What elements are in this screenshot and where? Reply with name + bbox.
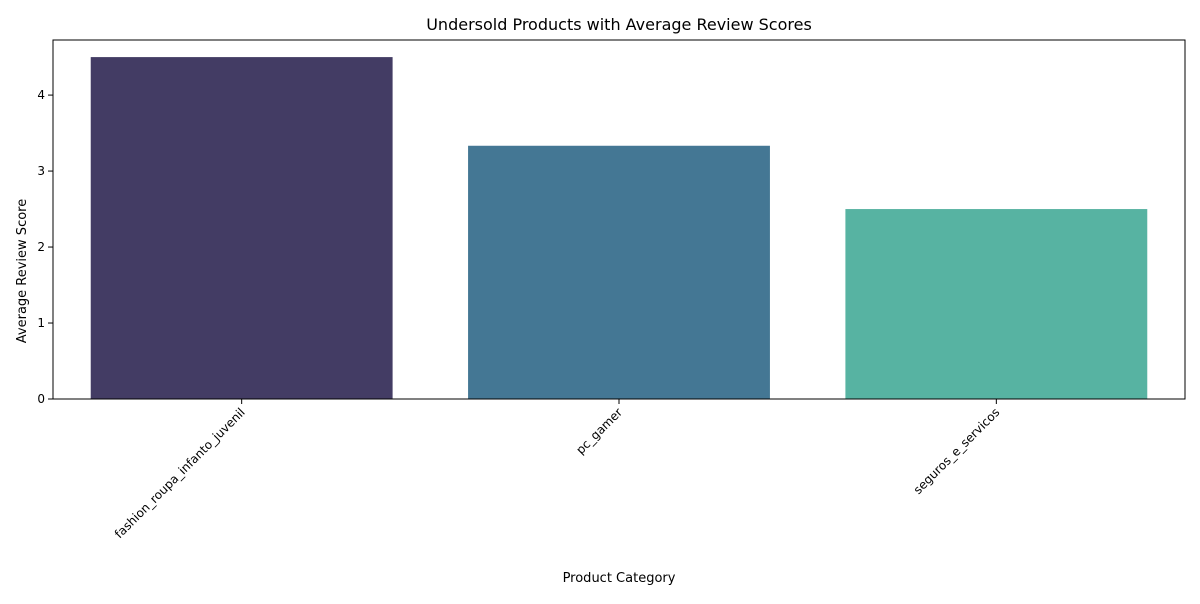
y-tick-label: 1 xyxy=(37,316,45,330)
y-tick-label: 4 xyxy=(37,88,45,102)
bars-group xyxy=(90,57,1148,399)
x-tick-label: seguros_e_servicos xyxy=(911,405,1003,497)
x-axis-ticks: fashion_roupa_infanto_juvenil pc_gamer seg… xyxy=(112,399,1003,541)
x-tick-label: pc_gamer xyxy=(573,405,625,457)
y-axis-ticks: 0 1 2 3 4 xyxy=(37,88,53,406)
plot-frame xyxy=(52,39,1186,400)
x-axis-label: Product Category xyxy=(563,571,676,586)
chart-title: Undersold Products with Average Review S… xyxy=(426,15,812,34)
bar-fashion_roupa_infanto_juvenil xyxy=(90,57,393,399)
y-tick-label: 0 xyxy=(37,392,45,406)
bar-seguros_e_servicos xyxy=(845,209,1148,399)
y-tick-label: 3 xyxy=(37,164,45,178)
y-tick-label: 2 xyxy=(37,240,45,254)
bar-pc_gamer xyxy=(468,145,770,399)
y-axis-label: Average Review Score xyxy=(15,199,30,343)
x-tick-label: fashion_roupa_infanto_juvenil xyxy=(112,405,248,541)
